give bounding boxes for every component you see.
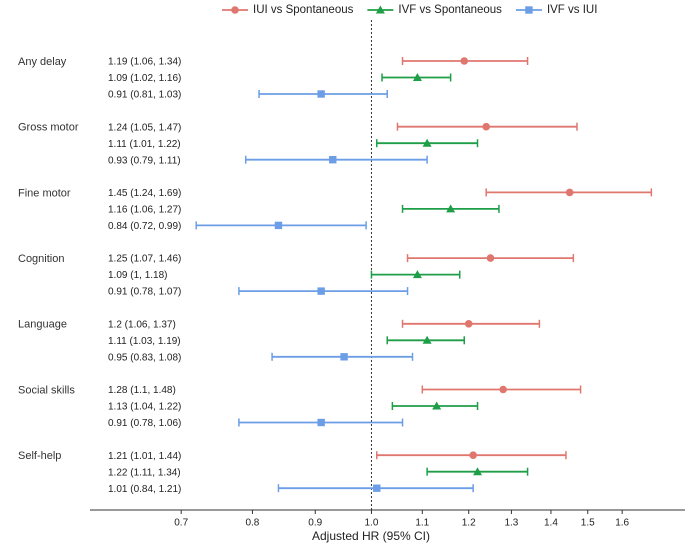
group-label: Social skills [18, 384, 75, 396]
x-axis-title: Adjusted HR (95% CI) [312, 529, 430, 543]
value-label: 1.28 (1.1, 1.48) [108, 385, 176, 396]
value-label: 1.16 (1.06, 1.27) [108, 205, 181, 216]
point [317, 418, 325, 427]
value-label: 1.19 (1.06, 1.34) [108, 57, 181, 68]
value-label: 0.95 (0.83, 1.08) [108, 352, 181, 363]
point [473, 467, 483, 476]
x-tick-label: 0.8 [245, 518, 259, 529]
legend-label: IVF vs IUI [547, 4, 597, 16]
point [422, 138, 432, 147]
x-tick-label: 0.9 [308, 518, 322, 529]
group-label: Fine motor [18, 187, 71, 199]
x-tick-label: 1.0 [365, 518, 379, 529]
point [412, 270, 422, 279]
point [422, 335, 432, 344]
point [565, 188, 574, 197]
group-label: Cognition [18, 253, 64, 265]
point [469, 451, 477, 460]
value-label: 1.45 (1.24, 1.69) [108, 188, 181, 199]
point [446, 204, 456, 213]
point [340, 353, 348, 361]
group-label: Self-help [18, 450, 61, 462]
legend-label: IVF vs Spontaneous [398, 4, 502, 16]
value-label: 1.2 (1.06, 1.37) [108, 319, 176, 330]
legend-marker [231, 6, 239, 14]
x-tick-label: 1.3 [504, 518, 518, 529]
group-label: Any delay [18, 56, 67, 68]
value-label: 0.91 (0.78, 1.06) [108, 418, 181, 429]
value-label: 1.11 (1.03, 1.19) [108, 336, 181, 347]
value-label: 0.93 (0.79, 1.11) [108, 155, 181, 166]
point [373, 484, 381, 492]
value-label: 0.84 (0.72, 0.99) [108, 221, 181, 232]
value-label: 1.11 (1.01, 1.22) [108, 139, 181, 150]
point [432, 401, 442, 410]
legend-label: IUI vs Spontaneous [253, 4, 354, 16]
x-tick-label: 1.6 [615, 518, 629, 529]
value-label: 0.91 (0.81, 1.03) [108, 90, 181, 101]
value-label: 1.01 (0.84, 1.21) [108, 484, 181, 495]
group-label: Gross motor [18, 122, 79, 134]
value-label: 1.13 (1.04, 1.22) [108, 402, 181, 413]
point [329, 156, 337, 164]
point [274, 221, 283, 230]
x-tick-label: 0.7 [174, 518, 188, 529]
point [460, 57, 469, 65]
value-label: 1.24 (1.05, 1.47) [108, 122, 181, 133]
legend-marker [525, 6, 533, 14]
legend-marker [375, 5, 385, 14]
x-tick-label: 1.1 [415, 518, 429, 529]
value-label: 1.21 (1.01, 1.44) [108, 451, 181, 462]
point [486, 254, 495, 262]
point [412, 73, 422, 81]
value-label: 1.09 (1.02, 1.16) [108, 73, 181, 84]
point [317, 287, 325, 295]
x-tick-label: 1.4 [544, 518, 558, 529]
point [482, 122, 491, 131]
x-tick-label: 1.2 [462, 518, 476, 529]
point [464, 320, 473, 328]
point [499, 385, 507, 394]
group-label: Language [18, 319, 67, 331]
value-label: 1.22 (1.11, 1.34) [108, 467, 181, 478]
value-label: 0.91 (0.78, 1.07) [108, 287, 181, 298]
value-label: 1.25 (1.07, 1.46) [108, 254, 181, 265]
value-label: 1.09 (1, 1.18) [108, 270, 167, 281]
x-tick-label: 1.5 [581, 518, 595, 529]
point [317, 90, 325, 98]
